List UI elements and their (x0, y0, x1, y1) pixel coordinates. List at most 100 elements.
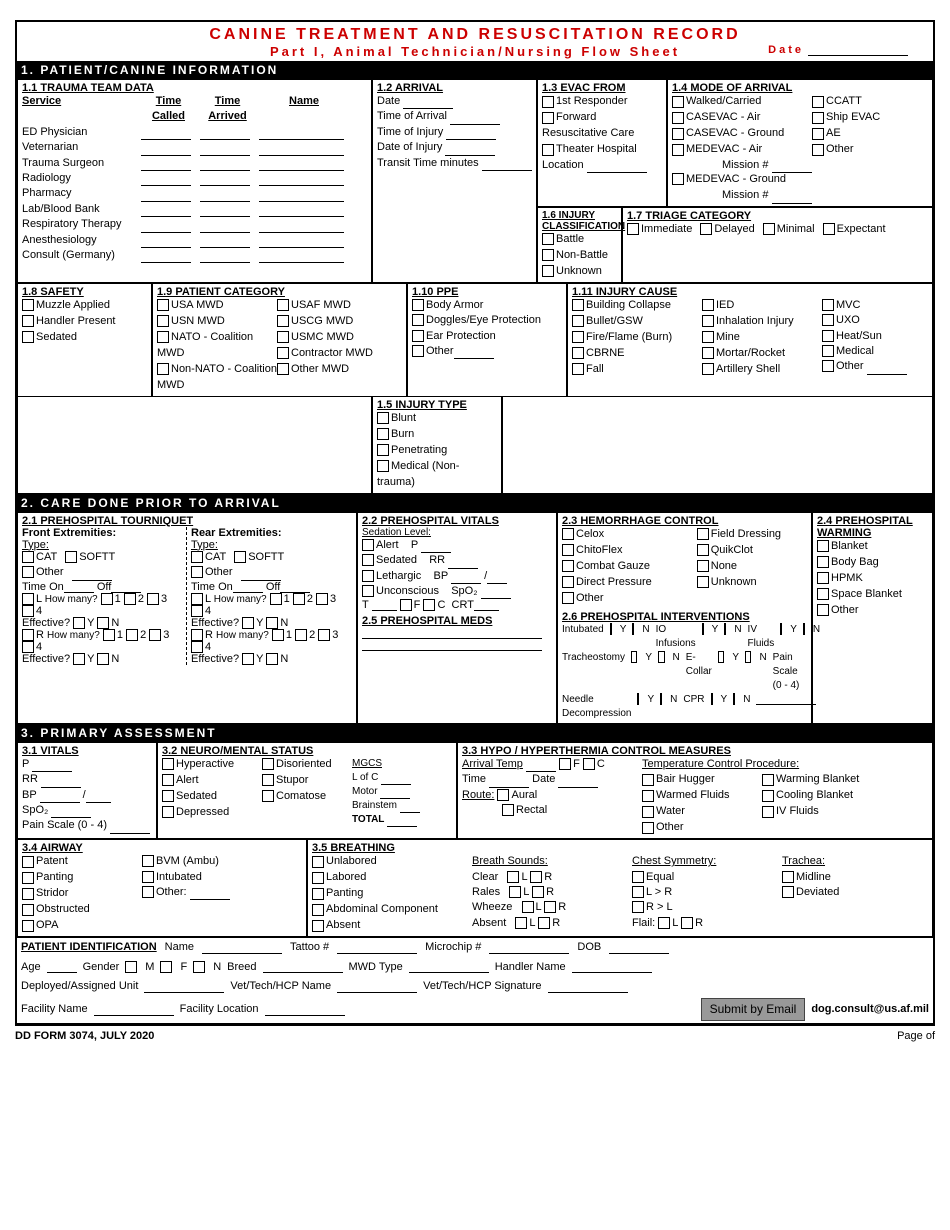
iclass-0[interactable] (542, 233, 554, 245)
ic2-3[interactable] (702, 347, 714, 359)
gender-f[interactable] (160, 961, 172, 973)
cat-r[interactable] (191, 551, 203, 563)
submit-button[interactable]: Submit by Email (701, 998, 806, 1021)
safety-2[interactable] (22, 331, 34, 343)
triage-0[interactable] (627, 223, 639, 235)
warm-0[interactable] (817, 540, 829, 552)
hc1-2[interactable] (562, 560, 574, 572)
warm-2[interactable] (817, 572, 829, 584)
evac-2[interactable] (542, 144, 554, 156)
tc2-0[interactable] (762, 774, 774, 786)
pc2-4[interactable] (277, 363, 289, 375)
aw1-3[interactable] (22, 904, 34, 916)
pc2-2[interactable] (277, 331, 289, 343)
br-1[interactable] (312, 872, 324, 884)
hc2-1[interactable] (697, 544, 709, 556)
iclass-1[interactable] (542, 249, 554, 261)
tc1-1[interactable] (642, 790, 654, 802)
triage-1[interactable] (700, 223, 712, 235)
at-c[interactable] (583, 758, 595, 770)
gender-n[interactable] (193, 961, 205, 973)
aw1-1[interactable] (22, 872, 34, 884)
ic1-0[interactable] (572, 299, 584, 311)
hc2-2[interactable] (697, 560, 709, 572)
other-f[interactable] (22, 566, 34, 578)
ic1-2[interactable] (572, 331, 584, 343)
itype-3[interactable] (377, 460, 389, 472)
hc1-1[interactable] (562, 544, 574, 556)
tc1-3[interactable] (642, 822, 654, 834)
warm-3[interactable] (817, 588, 829, 600)
mode1-0[interactable] (672, 96, 684, 108)
safety-0[interactable] (22, 299, 34, 311)
n2-2[interactable] (262, 790, 274, 802)
mode2-1[interactable] (812, 112, 824, 124)
tc2-1[interactable] (762, 790, 774, 802)
ic2-2[interactable] (702, 331, 714, 343)
n2-0[interactable] (262, 758, 274, 770)
pc1-3[interactable] (157, 363, 169, 375)
gender-m[interactable] (125, 961, 137, 973)
hc1-3[interactable] (562, 576, 574, 588)
cat-f[interactable] (22, 551, 34, 563)
ic3-2[interactable] (822, 330, 834, 342)
cs-equal[interactable] (632, 871, 644, 883)
pc2-1[interactable] (277, 315, 289, 327)
mode1-1[interactable] (672, 112, 684, 124)
hc1-0[interactable] (562, 528, 574, 540)
flail-l[interactable] (658, 917, 670, 929)
evac-0[interactable] (542, 96, 554, 108)
ic2-0[interactable] (702, 299, 714, 311)
triage-3[interactable] (823, 223, 835, 235)
mode2-2[interactable] (812, 128, 824, 140)
itype-2[interactable] (377, 444, 389, 456)
warm-4[interactable] (817, 604, 829, 616)
hc2-0[interactable] (697, 528, 709, 540)
other-r[interactable] (191, 566, 203, 578)
itype-1[interactable] (377, 428, 389, 440)
aw1-4[interactable] (22, 920, 34, 932)
n2-1[interactable] (262, 774, 274, 786)
tc1-0[interactable] (642, 774, 654, 786)
tc1-2[interactable] (642, 806, 654, 818)
route-rectal[interactable] (502, 804, 514, 816)
softt-r[interactable] (234, 551, 246, 563)
cs-rgl[interactable] (632, 901, 644, 913)
ic1-3[interactable] (572, 347, 584, 359)
at-f[interactable] (559, 758, 571, 770)
ic2-4[interactable] (702, 363, 714, 375)
pc2-3[interactable] (277, 347, 289, 359)
ppe-1[interactable] (412, 314, 424, 326)
ic3-4[interactable] (822, 360, 834, 372)
warm-1[interactable] (817, 556, 829, 568)
tr-mid[interactable] (782, 871, 794, 883)
pc1-1[interactable] (157, 315, 169, 327)
n1-0[interactable] (162, 758, 174, 770)
flail-r[interactable] (681, 917, 693, 929)
t-c[interactable] (423, 599, 435, 611)
route-aural[interactable] (497, 789, 509, 801)
pc2-0[interactable] (277, 299, 289, 311)
iclass-2[interactable] (542, 265, 554, 277)
hc2-3[interactable] (697, 576, 709, 588)
cs-lgr[interactable] (632, 886, 644, 898)
br-2[interactable] (312, 888, 324, 900)
pc1-2[interactable] (157, 331, 169, 343)
ppe-2[interactable] (412, 330, 424, 342)
n1-3[interactable] (162, 806, 174, 818)
ic1-1[interactable] (572, 315, 584, 327)
safety-1[interactable] (22, 315, 34, 327)
ic3-0[interactable] (822, 299, 834, 311)
n1-2[interactable] (162, 790, 174, 802)
evac-1[interactable] (542, 112, 554, 124)
ic1-4[interactable] (572, 363, 584, 375)
softt-f[interactable] (65, 551, 77, 563)
mode2-0[interactable] (812, 96, 824, 108)
n1-1[interactable] (162, 774, 174, 786)
ic3-1[interactable] (822, 314, 834, 326)
br-4[interactable] (312, 920, 324, 932)
hc1-4[interactable] (562, 592, 574, 604)
ppe-0[interactable] (412, 299, 424, 311)
tr-dev[interactable] (782, 886, 794, 898)
br-3[interactable] (312, 904, 324, 916)
